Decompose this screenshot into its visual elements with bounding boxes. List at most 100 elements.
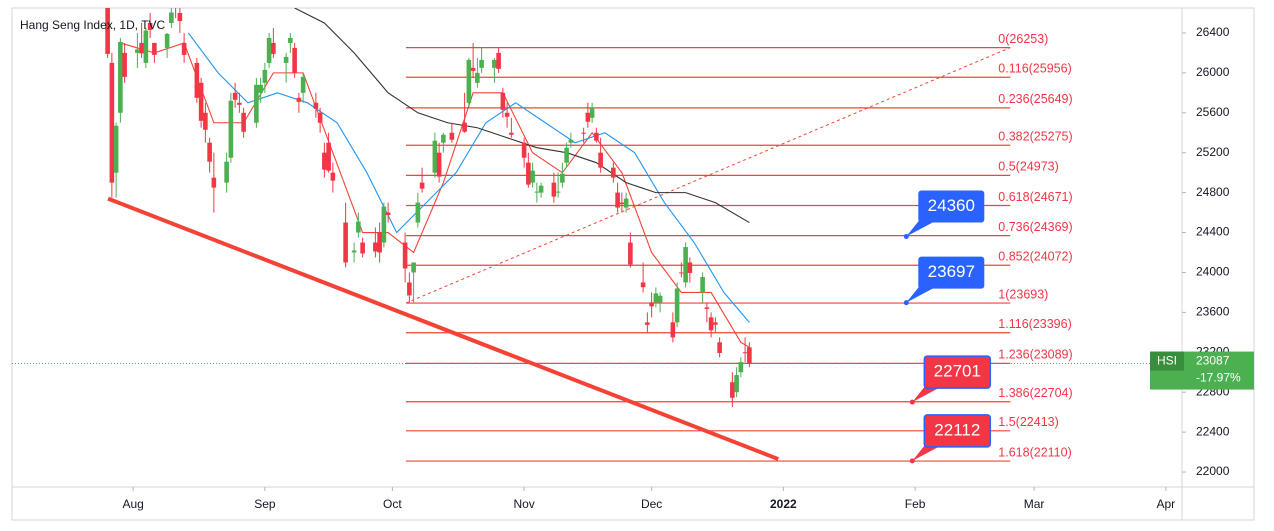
candle-body <box>228 100 234 158</box>
candle-body <box>262 69 268 83</box>
candle-body <box>198 82 204 121</box>
candle-body <box>657 295 663 303</box>
candle-body <box>313 102 319 109</box>
axes: 2200022400228002320023600240002440024800… <box>122 25 1254 511</box>
candle-body <box>181 42 187 55</box>
fib-label: 1(23693) <box>998 287 1048 301</box>
callout-point <box>903 234 909 240</box>
candle-body <box>470 67 476 71</box>
x-tick-label: Feb <box>905 497 926 511</box>
candle-body <box>436 152 442 177</box>
candle-body <box>118 41 123 113</box>
candle-body <box>687 262 693 273</box>
candle-body <box>585 112 591 122</box>
candle-body <box>373 242 378 252</box>
fib-label: 0.236(25649) <box>998 92 1072 106</box>
candle-body <box>432 140 438 173</box>
candle-body <box>356 221 361 233</box>
moving-average <box>294 8 750 224</box>
candle-body <box>109 62 115 183</box>
candle-body <box>530 170 535 183</box>
candle-body <box>708 317 714 331</box>
candle-body <box>581 132 586 134</box>
candle-body <box>560 173 565 183</box>
candle-body <box>568 139 574 143</box>
candle-body <box>360 242 365 254</box>
candle-body <box>466 59 472 103</box>
candle-body <box>326 142 331 171</box>
candle-body <box>322 152 327 170</box>
candle-body <box>623 198 629 208</box>
candle-body <box>241 112 246 132</box>
candle-body <box>589 107 595 118</box>
candle-body <box>496 52 501 69</box>
candle-body <box>598 152 603 168</box>
candle-body <box>300 76 306 93</box>
y-tick-label: 24400 <box>1196 225 1230 239</box>
candle-body <box>679 272 684 274</box>
candle-body <box>492 59 497 68</box>
candle-body <box>135 49 140 53</box>
candle-body <box>232 92 238 100</box>
candle-body <box>479 59 484 68</box>
candle-body <box>555 191 561 193</box>
candle-body <box>177 12 183 21</box>
candle-body <box>462 122 467 132</box>
y-tick-label: 25200 <box>1196 145 1230 159</box>
fib-label: 0(26253) <box>998 32 1048 46</box>
candle-body <box>237 102 242 105</box>
candle-body <box>628 242 633 265</box>
candle-body <box>564 147 569 163</box>
candle-body <box>385 212 391 216</box>
candle-body <box>351 250 357 253</box>
candle-body <box>152 42 157 55</box>
candle-body <box>504 112 510 117</box>
callout-label: 22701 <box>934 362 981 381</box>
y-tick-label: 23600 <box>1196 305 1230 319</box>
candle-body <box>113 125 119 173</box>
candle-body <box>207 142 212 162</box>
fib-label: 0.116(25956) <box>998 62 1071 76</box>
x-tick-label: Oct <box>383 497 402 511</box>
last-price-label: 23087 <box>1196 354 1230 368</box>
candle-body <box>704 307 710 309</box>
fib-label: 0.5(24973) <box>998 160 1058 174</box>
callout-point <box>909 399 915 405</box>
callout-label: 22112 <box>934 420 980 439</box>
callout-label: 23697 <box>928 262 975 281</box>
y-tick-label: 24800 <box>1196 185 1230 199</box>
candle-body <box>105 8 110 54</box>
x-tick-label: Apr <box>1157 497 1176 511</box>
candle-body <box>288 37 293 43</box>
candle-body <box>747 347 752 364</box>
candle-body <box>139 42 144 54</box>
candle-body <box>534 191 540 193</box>
callout-point <box>909 458 915 464</box>
candle-body <box>283 56 289 63</box>
frame <box>11 7 1255 521</box>
x-tick-label: Dec <box>641 497 662 511</box>
x-tick-label: Aug <box>122 497 143 511</box>
y-tick-label: 26000 <box>1196 65 1230 79</box>
x-tick-label: Sep <box>254 497 276 511</box>
candle-body <box>717 342 722 353</box>
candle-body <box>670 322 676 338</box>
candle-body <box>619 202 625 205</box>
candle-body <box>381 206 387 243</box>
candle-body <box>317 112 323 123</box>
y-tick-label: 22400 <box>1196 424 1230 438</box>
candle-body <box>500 92 506 110</box>
candle-body <box>538 185 544 193</box>
fib-label: 0.382(25275) <box>998 130 1072 144</box>
y-tick-label: 22000 <box>1196 464 1230 478</box>
moving-average <box>120 42 750 348</box>
candle-body <box>683 247 688 283</box>
candle-body <box>419 182 425 189</box>
symbol-label: HSI <box>1157 354 1177 368</box>
candle-body <box>441 134 446 143</box>
candle-body <box>292 47 297 73</box>
candle-body <box>271 42 276 54</box>
candle-body <box>521 142 527 158</box>
candle-body <box>653 293 659 303</box>
trend-line <box>107 196 779 461</box>
